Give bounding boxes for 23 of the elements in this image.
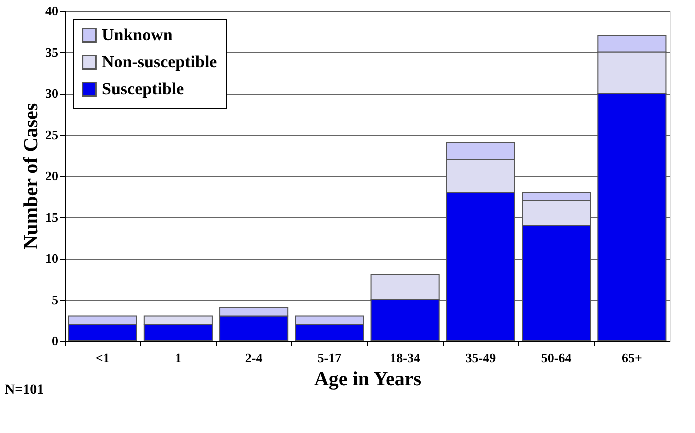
y-tick-label: 35 xyxy=(46,44,59,60)
y-tick-label: 20 xyxy=(46,168,58,184)
legend-label: Susceptible xyxy=(102,80,185,98)
x-tick-label: 65+ xyxy=(622,350,642,366)
y-tick-label: 5 xyxy=(52,292,59,308)
text: N=101 xyxy=(5,383,44,398)
legend-label: Non-susceptible xyxy=(102,52,218,72)
y-axis-title: Number of Cases xyxy=(20,103,42,250)
x-tick-label: 1 xyxy=(175,350,182,366)
y-tick-label: 25 xyxy=(46,127,59,142)
x-tick-label: 2-4 xyxy=(245,350,264,366)
y-tick-label: 15 xyxy=(46,210,59,225)
legend-label: Unknown xyxy=(102,26,174,44)
x-axis-title: Age in Years xyxy=(314,368,422,390)
y-tick-label: 0 xyxy=(52,334,58,348)
y-tick-label: 10 xyxy=(46,251,58,266)
y-tick-label: 30 xyxy=(46,86,58,101)
x-tick-label: 50-64 xyxy=(541,350,572,366)
x-tick-label: 18-34 xyxy=(390,350,421,366)
x-tick-label: 35-49 xyxy=(466,350,497,366)
y-tick-label: 40 xyxy=(46,4,58,18)
x-tick-label: <1 xyxy=(96,350,110,366)
x-tick-label: 5-17 xyxy=(318,350,342,366)
